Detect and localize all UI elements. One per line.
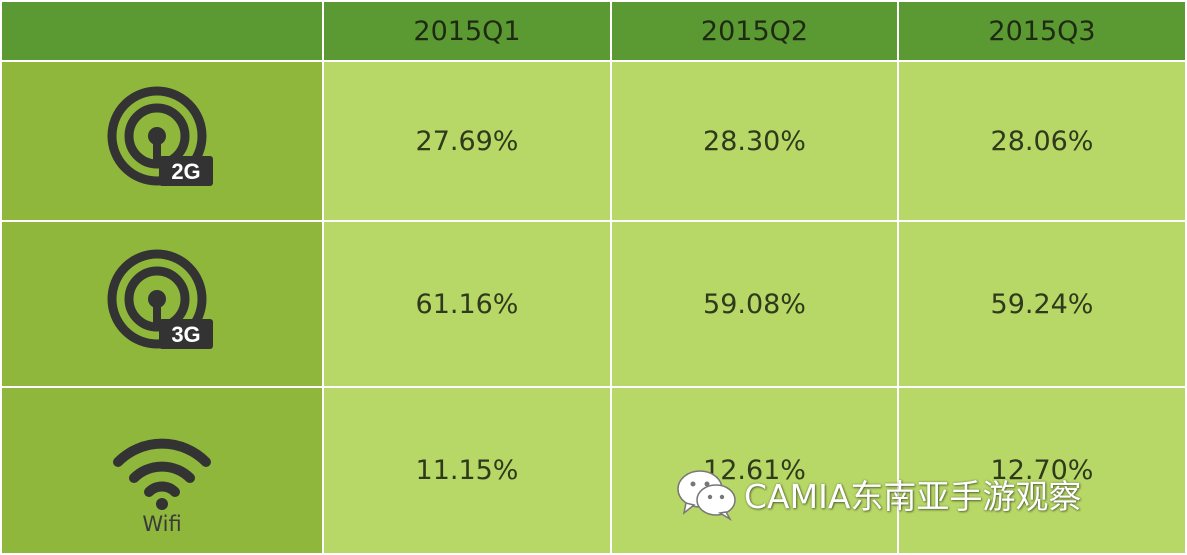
wechat-icon xyxy=(677,470,736,521)
row-icon-2g: 2G xyxy=(2,62,322,220)
3g-badge-text: 3G xyxy=(171,322,200,347)
column-header-q2: 2015Q2 xyxy=(612,2,897,60)
value-2g-q2: 28.30% xyxy=(612,62,897,220)
watermark-text: CAMIA东南亚手游观察 xyxy=(744,477,1082,516)
row-icon-3g: 3G xyxy=(2,222,322,386)
row-icon-wifi: Wifi xyxy=(2,388,322,553)
value-3g-q3: 59.24% xyxy=(899,222,1185,386)
column-header-q1: 2015Q1 xyxy=(324,2,610,60)
header-corner xyxy=(2,2,322,60)
2g-badge-text: 2G xyxy=(171,159,200,184)
column-header-q3: 2015Q3 xyxy=(899,2,1185,60)
watermark: CAMIA东南亚手游观察 xyxy=(676,464,1081,524)
value-wifi-q1: 11.15% xyxy=(324,388,610,553)
value-3g-q2: 59.08% xyxy=(612,222,897,386)
value-2g-q3: 28.06% xyxy=(899,62,1185,220)
2g-signal-icon: 2G xyxy=(107,86,213,186)
value-wifi-q3: 12.70% xyxy=(899,388,1185,553)
value-3g-q1: 61.16% xyxy=(324,222,610,386)
value-2g-q1: 27.69% xyxy=(324,62,610,220)
3g-signal-icon: 3G xyxy=(107,249,213,349)
value-wifi-q2: 12.61% xyxy=(612,388,897,553)
wifi-icon xyxy=(113,438,211,510)
wifi-label: Wifi xyxy=(142,511,182,536)
